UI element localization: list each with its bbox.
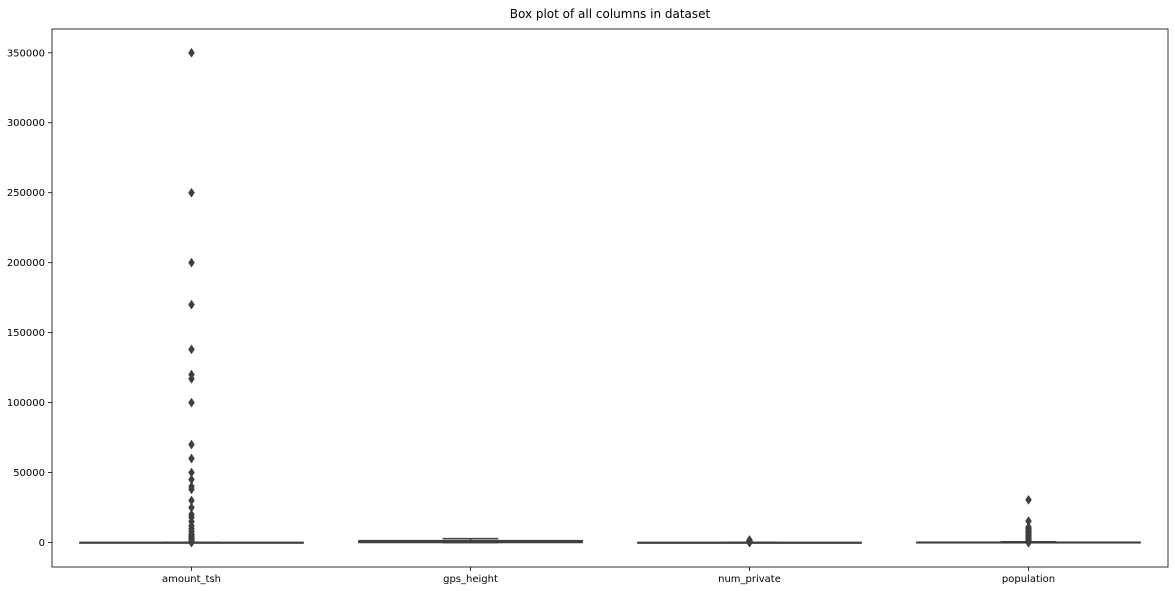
outlier-point — [188, 484, 195, 495]
outlier-point — [188, 187, 195, 198]
outlier-point — [188, 453, 195, 464]
x-tick-label: amount_tsh — [162, 574, 221, 585]
y-tick-label: 0 — [39, 538, 45, 549]
y-tick-label: 350000 — [7, 48, 45, 59]
chart-title: Box plot of all columns in dataset — [510, 7, 711, 21]
x-tick-label: population — [1002, 574, 1055, 585]
outlier-point — [188, 397, 195, 408]
outlier-point — [1025, 494, 1032, 505]
x-tick-label: gps_height — [443, 574, 498, 585]
x-axis: amount_tsh gps_height num_private populatio… — [162, 567, 1055, 585]
y-tick-label: 300000 — [7, 118, 45, 129]
box-population — [916, 494, 1141, 548]
outlier-point — [188, 47, 195, 58]
outlier-point — [188, 344, 195, 355]
box-amount_tsh — [79, 47, 304, 548]
plot-area-frame — [51, 28, 1169, 568]
box-gps_height — [358, 537, 583, 544]
outlier-point — [1025, 537, 1032, 548]
y-tick-label: 250000 — [7, 188, 45, 199]
box-num_private — [637, 535, 862, 548]
y-tick-label: 200000 — [7, 258, 45, 269]
y-tick-label: 150000 — [7, 328, 45, 339]
box-series — [79, 47, 1141, 548]
y-axis: 0 50000 100000 150000 200000 250000 300000 3500… — [7, 48, 52, 549]
outlier-point — [188, 299, 195, 310]
x-tick-label: num_private — [718, 574, 781, 585]
outlier-point — [188, 373, 195, 384]
y-tick-label: 100000 — [7, 398, 45, 409]
outlier-point — [188, 439, 195, 450]
outlier-point — [188, 537, 195, 548]
y-tick-label: 50000 — [13, 468, 45, 479]
outlier-point — [746, 537, 753, 548]
outlier-point — [188, 257, 195, 268]
